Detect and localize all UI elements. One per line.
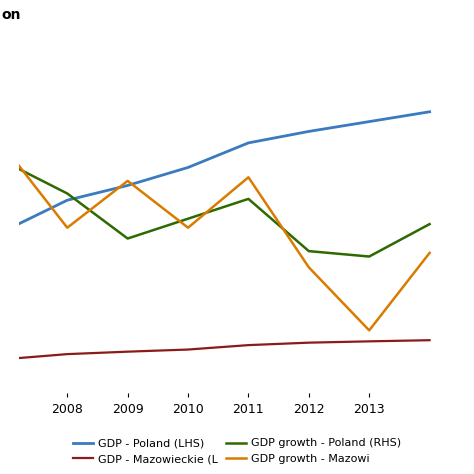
- Text: on: on: [1, 9, 21, 22]
- Legend: GDP - Poland (LHS), GDP - Mazowieckie (L, GDP growth - Poland (RHS), GDP growth : GDP - Poland (LHS), GDP - Mazowieckie (L…: [69, 434, 405, 468]
